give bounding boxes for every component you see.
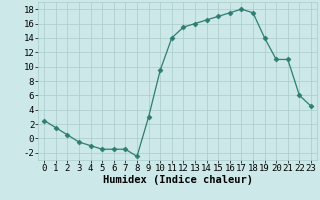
X-axis label: Humidex (Indice chaleur): Humidex (Indice chaleur) [103, 175, 252, 185]
